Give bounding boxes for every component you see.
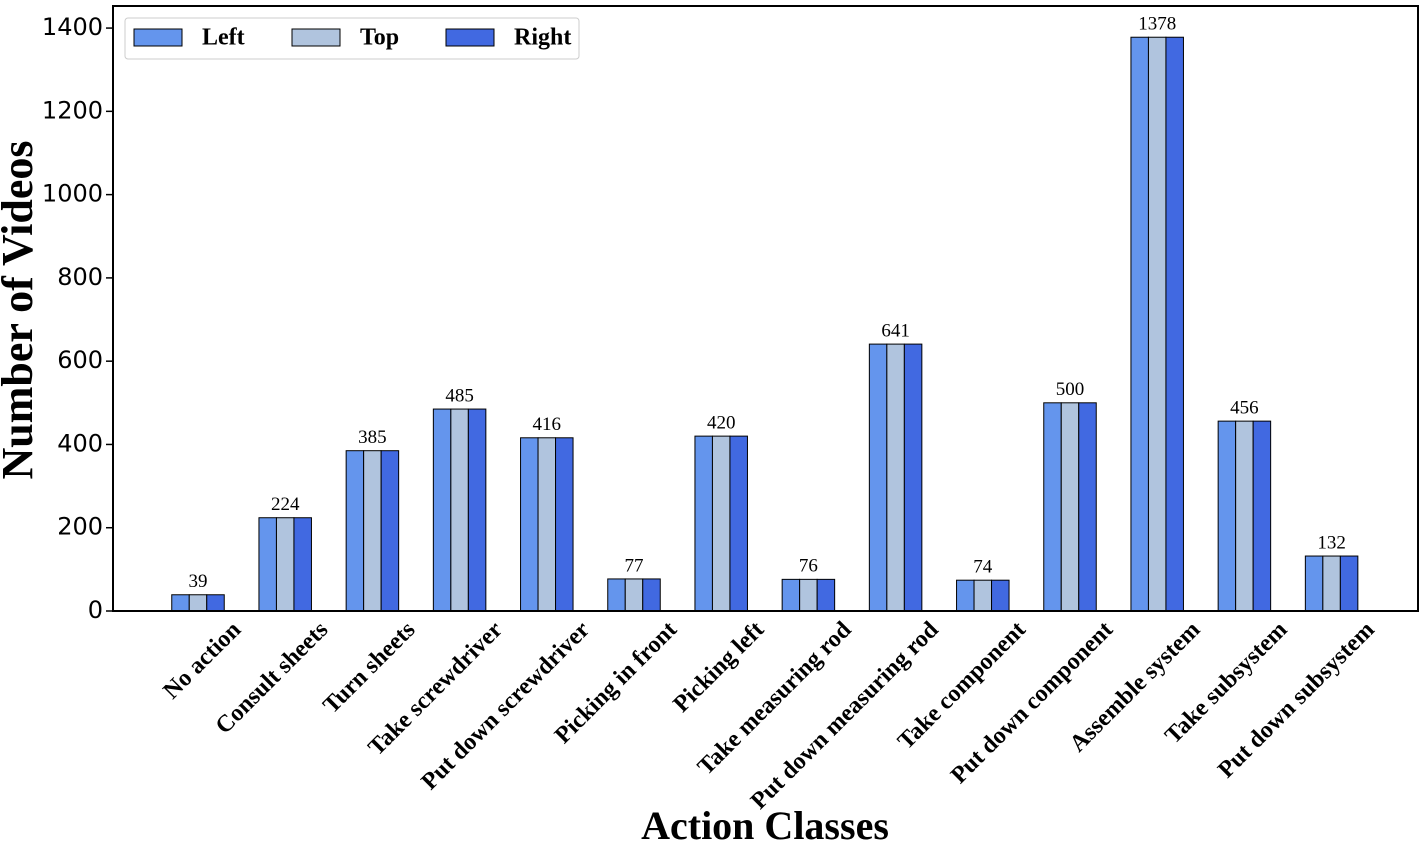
bar [1217, 420, 1237, 612]
legend-label: Right [514, 25, 571, 51]
bar [537, 437, 557, 612]
bar [1322, 555, 1341, 612]
y-tick-label: 1000 [42, 180, 103, 208]
value-label: 224 [271, 494, 300, 515]
value-label: 74 [973, 557, 993, 578]
bar [991, 579, 1010, 612]
legend: Left Top Right [124, 17, 580, 60]
y-tick-label: 400 [57, 429, 103, 457]
bar [450, 408, 469, 612]
bar [729, 435, 748, 612]
bar [1165, 36, 1184, 612]
legend-label: Left [202, 25, 245, 51]
bar [1130, 36, 1149, 612]
bar [188, 594, 208, 612]
bar [607, 578, 626, 612]
bar [380, 450, 400, 612]
x-tick-label: Put down component [946, 617, 1118, 789]
legend-label: Top [360, 25, 399, 51]
value-label: 77 [625, 555, 644, 576]
x-tick-label: Put down subsystem [1213, 617, 1379, 783]
y-axis-label: Number of Videos [0, 141, 42, 480]
legend-swatch [291, 28, 341, 47]
legend-box [124, 17, 580, 60]
bar [694, 435, 713, 612]
bar [1304, 555, 1324, 612]
bar [206, 594, 225, 612]
bar [258, 517, 277, 612]
y-tick-label: 200 [57, 513, 103, 541]
bar [345, 450, 365, 612]
x-tick-label: No action [158, 617, 246, 705]
plot-frame [112, 5, 1419, 612]
bar [555, 437, 574, 612]
bar [711, 435, 731, 612]
legend-swatch [445, 28, 495, 47]
bar [1252, 420, 1272, 612]
bar [903, 343, 923, 612]
value-label: 132 [1317, 532, 1346, 553]
bar [886, 343, 905, 612]
bar [868, 343, 888, 612]
y-tick-label: 0 [88, 596, 103, 624]
legend-swatch [133, 28, 183, 47]
bar [432, 408, 452, 612]
bar [816, 578, 836, 612]
bar [1043, 402, 1062, 612]
bar [1147, 36, 1167, 612]
value-label: 500 [1056, 379, 1085, 400]
bar [1078, 402, 1097, 612]
bar [467, 408, 487, 612]
x-tick-label: Put down screwdriver [417, 617, 596, 796]
value-label: 39 [189, 571, 208, 592]
bar [363, 450, 382, 612]
bar [642, 578, 661, 612]
bar [624, 578, 644, 612]
bar [799, 578, 818, 612]
x-tick-label: Take measuring rod [693, 616, 857, 780]
value-label: 420 [707, 412, 736, 433]
bar [275, 517, 295, 612]
bar [973, 579, 993, 612]
bar [1060, 402, 1080, 612]
y-tick-label: 600 [57, 346, 103, 374]
value-label: 76 [799, 556, 818, 577]
x-axis-label: Action Classes [641, 803, 889, 848]
value-label: 641 [881, 320, 910, 341]
value-label: 456 [1230, 397, 1259, 418]
bar [781, 578, 801, 612]
bar [171, 594, 190, 612]
bar [956, 579, 975, 612]
value-label: 416 [533, 414, 562, 435]
y-tick-label: 1400 [42, 13, 103, 41]
y-tick-label: 800 [57, 263, 103, 291]
bar [520, 437, 539, 612]
bar [1339, 555, 1359, 612]
value-label: 1378 [1138, 14, 1176, 35]
value-label: 485 [445, 385, 474, 406]
bar [1235, 420, 1254, 612]
value-label: 385 [358, 427, 387, 448]
bar [293, 517, 312, 612]
y-tick-label: 1200 [42, 96, 103, 124]
